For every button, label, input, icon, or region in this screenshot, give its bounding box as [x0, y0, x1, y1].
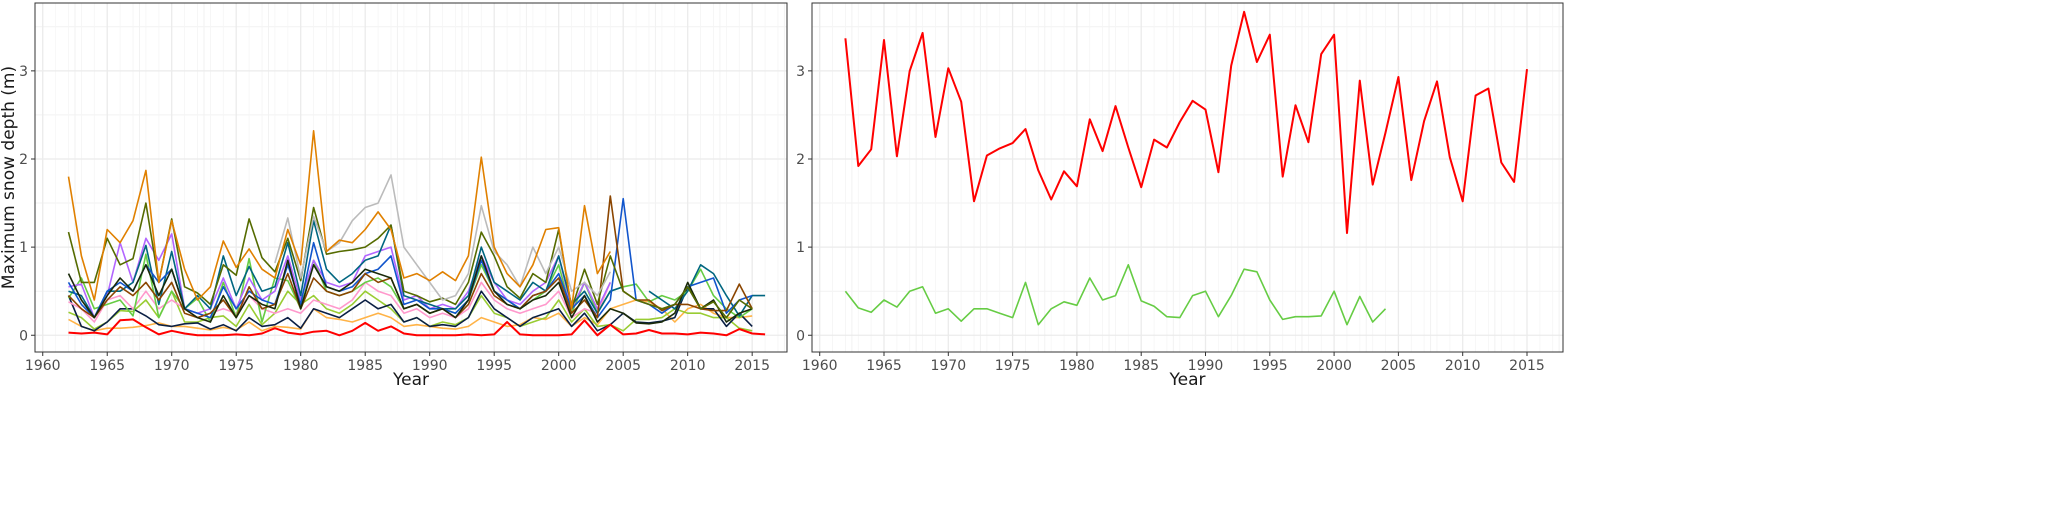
y-tick-label: 3	[19, 64, 28, 80]
x-tick-label: 1995	[1252, 358, 1288, 374]
x-axis-title: Year	[1169, 370, 1206, 390]
series-line-4	[68, 281, 612, 323]
series-line-10	[67, 255, 753, 325]
y-tick-label: 0	[19, 328, 28, 344]
panel-border	[811, 2, 1564, 353]
x-tick-label: 1995	[476, 358, 512, 374]
x-tick-label: 1975	[995, 358, 1031, 374]
x-tick-label: 2005	[1381, 358, 1417, 374]
panel-1: 0 1 2 3 1960 1965 1970 1975 1980 1985 1990 1995 2000…	[0, 2, 788, 390]
series-line-3	[67, 286, 753, 332]
x-tick-label: 1990	[412, 358, 448, 374]
x-tick-label: 1965	[866, 358, 902, 374]
y-tick-label: 0	[796, 328, 805, 344]
x-tick-label: 1990	[1188, 358, 1224, 374]
x-tick-label: 2010	[1445, 358, 1481, 374]
panel-2: 0 1 2 3 1960 1965 1970 1975 1980 1985 1990 1995 2000…	[796, 2, 1564, 390]
series-line-14	[68, 318, 766, 337]
x-axis-title: Year	[392, 370, 429, 390]
x-tick-label: 1960	[802, 358, 838, 374]
series-line-2	[844, 264, 1387, 326]
x-tick-label: 1980	[1059, 358, 1095, 374]
series-line-1	[844, 10, 1528, 234]
x-tick-label: 1970	[154, 358, 190, 374]
x-tick-label: 1965	[89, 358, 125, 374]
series-line-7	[68, 219, 766, 319]
x-tick-label: 2010	[670, 358, 706, 374]
x-tick-label: 1985	[347, 358, 383, 374]
x-tick-label: 2015	[1509, 358, 1545, 374]
x-tick-label: 1975	[218, 358, 254, 374]
series-line-6	[68, 233, 612, 319]
panel-border	[34, 2, 788, 353]
x-tick-label: 2005	[605, 358, 641, 374]
y-tick-label: 2	[796, 152, 805, 168]
y-tick-label: 1	[796, 240, 805, 256]
y-tick-label: 2	[19, 152, 28, 168]
y-axis-title: Maximum snow depth (m)	[0, 66, 19, 289]
x-tick-label: 2000	[1316, 358, 1352, 374]
series-line-11	[67, 202, 753, 319]
y-tick-label: 1	[19, 240, 28, 256]
x-tick-label: 1980	[283, 358, 319, 374]
x-tick-label: 2000	[541, 358, 577, 374]
series-line-13	[67, 130, 611, 310]
x-tick-label: 1985	[1123, 358, 1159, 374]
y-tick-label: 3	[796, 64, 805, 80]
x-tick-label: 1960	[25, 358, 61, 374]
x-tick-label: 2015	[734, 358, 770, 374]
x-tick-label: 1970	[930, 358, 966, 374]
